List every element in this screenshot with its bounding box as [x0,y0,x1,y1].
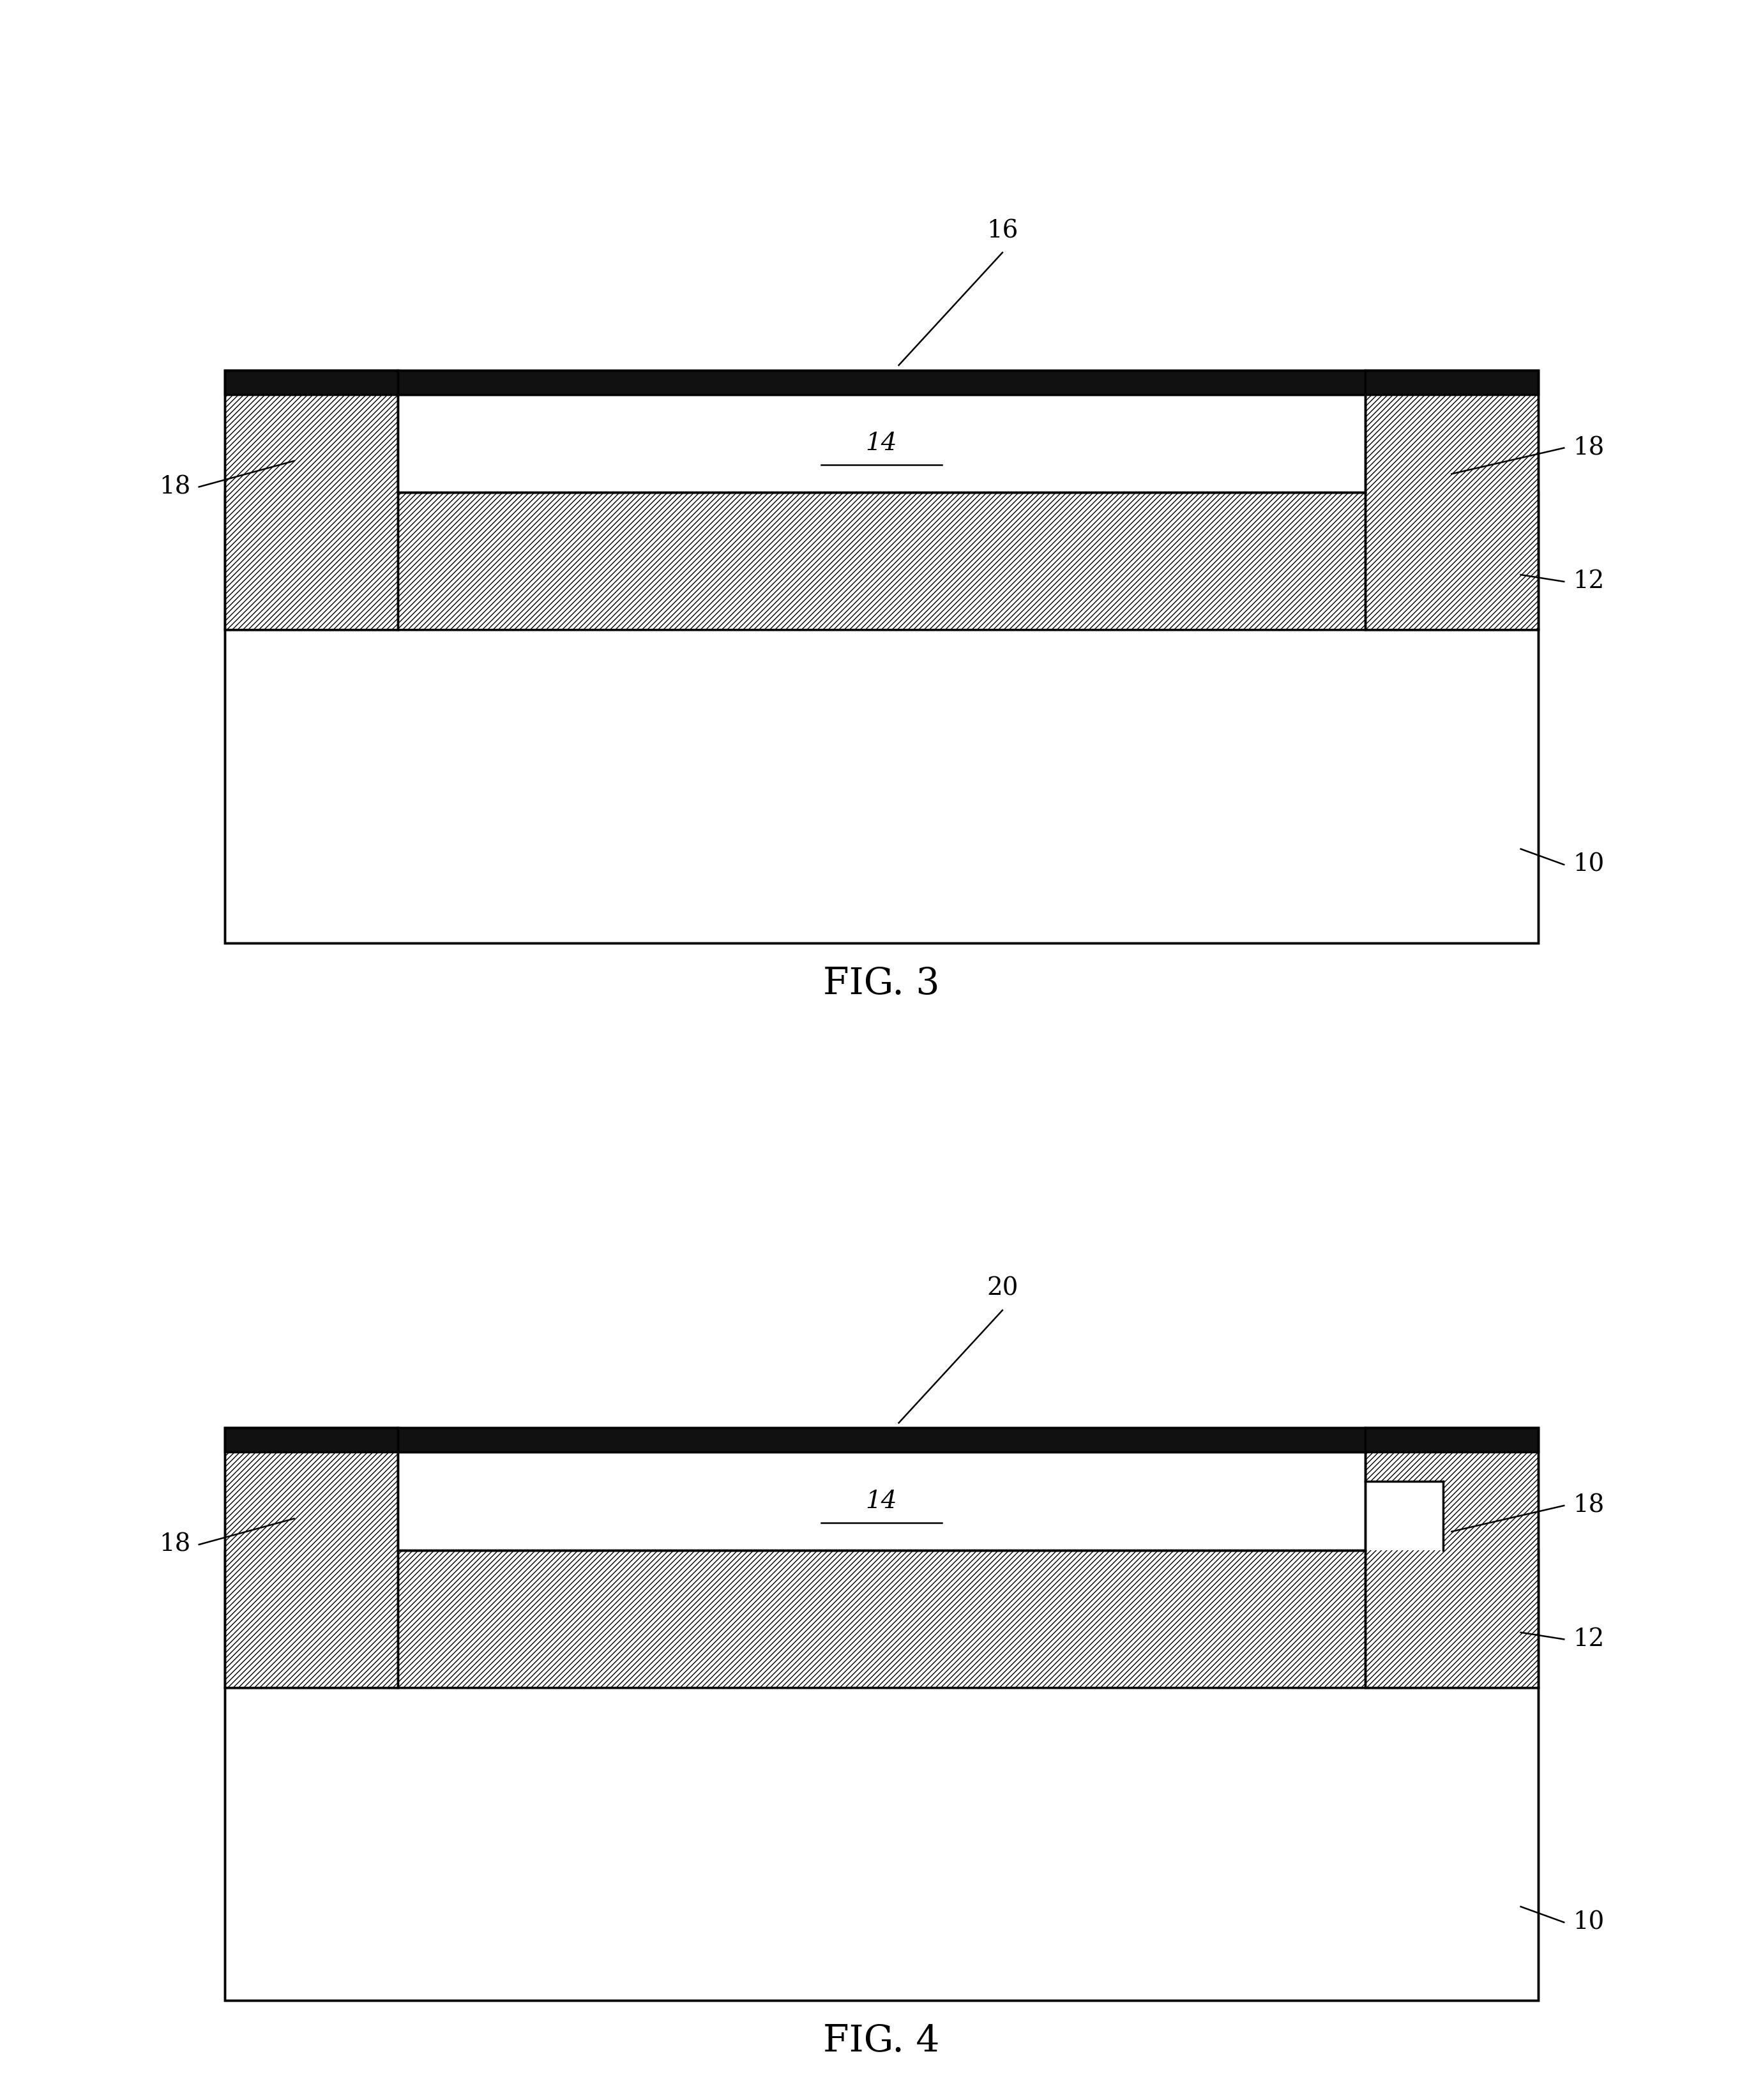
Bar [226,494,1537,630]
Text: 14: 14 [866,1489,897,1512]
Text: 14: 14 [866,433,897,456]
Bar [226,370,1537,395]
Bar [226,370,1537,943]
Text: 18: 18 [159,1533,190,1556]
Text: 18: 18 [1573,1493,1604,1518]
Bar [398,1453,1365,1550]
Text: 18: 18 [1573,437,1604,460]
Text: FIG. 3: FIG. 3 [823,966,940,1002]
Bar [226,1428,398,1686]
Text: 12: 12 [1573,1628,1604,1651]
Bar [1365,370,1537,630]
Text: FIG. 4: FIG. 4 [823,2024,940,2060]
Bar [226,1686,1537,2001]
Text: 12: 12 [1573,569,1604,594]
Bar [226,370,398,630]
Text: 20: 20 [987,1277,1019,1300]
Bar [1365,1483,1442,1550]
Text: 10: 10 [1573,853,1604,876]
Text: 16: 16 [987,218,1019,244]
Bar [1365,1428,1537,1686]
Text: 18: 18 [159,475,190,498]
Bar [226,1550,1537,1686]
Bar [226,1428,1537,2001]
Bar [226,1428,1537,1453]
Text: 10: 10 [1573,1911,1604,1934]
Bar [398,395,1365,494]
Bar [226,630,1537,943]
